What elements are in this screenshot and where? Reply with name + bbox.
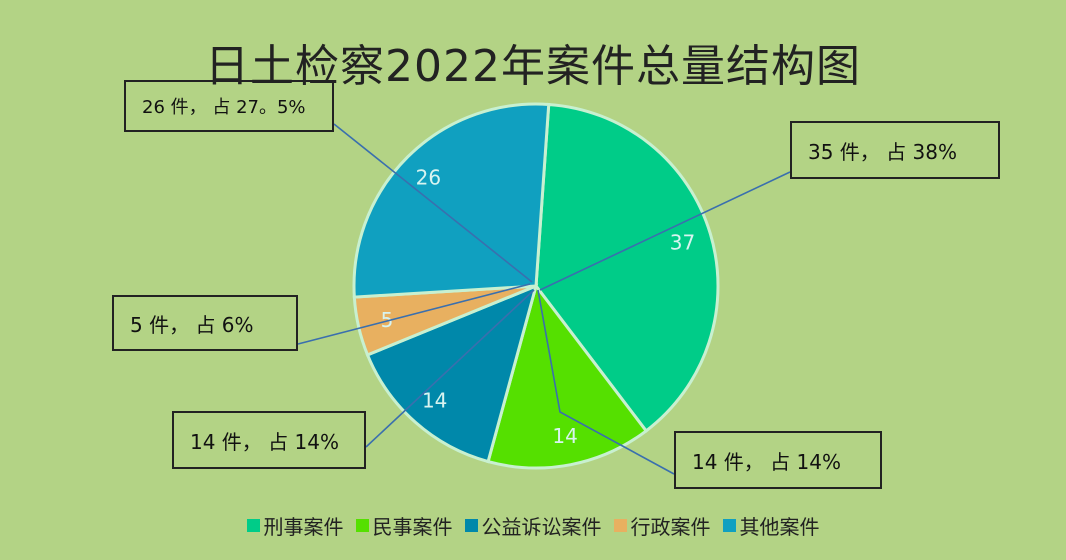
legend-swatch xyxy=(722,519,736,532)
callout-administrative: 5 件， 占 6% xyxy=(112,295,298,351)
leader-line xyxy=(297,283,531,345)
legend-label: 行政案件 xyxy=(630,515,711,539)
legend-item: 刑事案件 xyxy=(246,511,344,540)
data-label: 37 xyxy=(670,230,695,254)
data-label: 14 xyxy=(552,424,577,448)
data-label: 26 xyxy=(416,165,441,189)
legend-item: 公益诉讼案件 xyxy=(464,511,602,540)
callout-other: 26 件， 占 27。5% xyxy=(124,80,334,132)
leader-line xyxy=(333,123,533,283)
callout-criminal: 35 件， 占 38% xyxy=(790,121,1000,179)
data-label: 5 xyxy=(381,308,394,332)
legend: 刑事案件 民事案件 公益诉讼案件 行政案件 其他案件 xyxy=(0,511,1066,540)
legend-label: 民事案件 xyxy=(372,515,453,539)
legend-item: 行政案件 xyxy=(613,511,711,540)
chart-title: 日土检察2022年案件总量结构图 xyxy=(205,41,861,92)
legend-label: 公益诉讼案件 xyxy=(481,515,602,539)
legend-label: 刑事案件 xyxy=(263,515,344,539)
pie-slice xyxy=(352,102,551,299)
legend-label: 其他案件 xyxy=(739,515,820,539)
callout-civil: 14 件， 占 14% xyxy=(674,431,882,489)
leader-line xyxy=(365,289,535,448)
leader-line xyxy=(539,171,791,291)
legend-item: 民事案件 xyxy=(355,511,453,540)
legend-item: 其他案件 xyxy=(722,511,820,540)
pie-slice xyxy=(486,282,649,470)
legend-swatch xyxy=(613,519,627,532)
callout-public-interest: 14 件， 占 14% xyxy=(172,411,366,469)
leader-line xyxy=(537,289,675,475)
legend-swatch xyxy=(464,519,478,532)
legend-swatch xyxy=(246,519,260,532)
data-label: 14 xyxy=(422,388,447,412)
pie-slice xyxy=(365,283,539,464)
legend-swatch xyxy=(355,519,369,532)
pie-slice xyxy=(534,102,720,433)
